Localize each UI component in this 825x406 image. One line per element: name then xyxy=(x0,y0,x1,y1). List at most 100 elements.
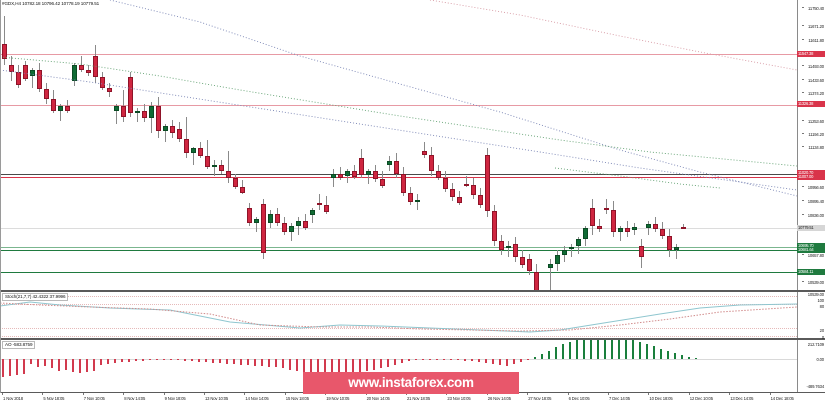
ao-histogram-bar xyxy=(359,359,361,372)
candlestick xyxy=(576,0,581,290)
candlestick xyxy=(240,0,245,290)
stochastic-panel[interactable]: 10539.00 100 80 20 0 Stoch(21,7,7) 42.4322 3… xyxy=(0,291,825,340)
time-tick-mark xyxy=(365,393,367,395)
ao-histogram-bar xyxy=(9,359,11,376)
stoch-level-line xyxy=(0,304,797,306)
price-level-tag[interactable]: 11020.70 xyxy=(797,169,825,176)
ao-histogram-bar xyxy=(205,359,207,363)
candlestick xyxy=(646,0,651,290)
candle-body xyxy=(499,241,504,251)
candlestick xyxy=(233,0,238,290)
candle-body xyxy=(191,147,196,154)
time-tick-label: 14 Nov 14:05 xyxy=(245,396,269,401)
candlestick xyxy=(387,0,392,290)
candle-body xyxy=(429,154,434,172)
candle-wick xyxy=(312,207,313,224)
ao-plot-area[interactable] xyxy=(0,340,797,392)
price-plot-area[interactable] xyxy=(0,0,797,290)
price-axis[interactable]: 11750.40 11671.20 11611.80 11493.00 11433.60… xyxy=(797,0,825,290)
candle-body xyxy=(506,245,511,249)
candlestick xyxy=(408,0,413,290)
ao-histogram-bar xyxy=(436,359,438,360)
price-level-tag[interactable]: 11547.38 xyxy=(797,50,825,57)
candlestick xyxy=(611,0,616,290)
candle-body xyxy=(513,243,518,258)
ao-histogram-bar xyxy=(16,359,18,375)
candlestick xyxy=(205,0,210,290)
candle-body xyxy=(352,171,357,178)
candle-body xyxy=(380,179,385,187)
ao-histogram-bar xyxy=(23,359,25,374)
tick-dash xyxy=(801,213,804,215)
candle-body xyxy=(86,69,91,74)
candlestick xyxy=(247,0,252,290)
ao-histogram-bar xyxy=(240,359,242,365)
stochastic-plot-area[interactable] xyxy=(0,292,797,338)
price-level-tag[interactable]: 10681.64 xyxy=(797,246,825,253)
price-level-tag[interactable]: 10584.11 xyxy=(797,268,825,275)
candle-body xyxy=(72,65,77,82)
candlestick xyxy=(478,0,483,290)
candlestick xyxy=(86,0,91,290)
candle-body xyxy=(646,224,651,228)
candlestick xyxy=(254,0,259,290)
candle-body xyxy=(44,89,49,100)
ao-histogram-bar xyxy=(107,359,109,365)
candle-body xyxy=(2,43,7,59)
candle-body xyxy=(436,171,441,179)
price-tick: 11611.80 xyxy=(802,38,824,43)
ao-histogram-bar xyxy=(184,359,186,361)
ao-histogram-bar xyxy=(443,359,445,360)
candlestick xyxy=(219,0,224,290)
candlestick xyxy=(548,0,553,290)
time-tick-mark xyxy=(648,393,650,395)
candle-body xyxy=(625,227,630,233)
candle-body xyxy=(366,171,371,175)
time-tick-mark xyxy=(244,393,246,395)
ao-histogram-bar xyxy=(233,359,235,365)
ao-histogram-bar xyxy=(86,359,88,372)
candle-body xyxy=(464,183,469,186)
candlestick xyxy=(51,0,56,290)
ao-histogram-bar xyxy=(653,346,655,359)
ao-histogram-bar xyxy=(345,359,347,374)
tick-dash xyxy=(801,280,804,282)
candlestick xyxy=(443,0,448,290)
candle-body xyxy=(184,138,189,154)
ao-histogram-bar xyxy=(499,359,501,366)
price-level-tag[interactable]: 10779.51 xyxy=(797,224,825,231)
stochastic-curves xyxy=(0,301,797,333)
time-axis[interactable]: 1 Nov 2018 5 Nov 18:05 7 Nov 10:05 8 Nov 14… xyxy=(0,393,825,406)
ao-histogram-bar xyxy=(639,342,641,359)
price-tick: 10657.80 xyxy=(801,253,824,258)
candle-body xyxy=(632,226,637,231)
price-level-tag[interactable]: 10695.70 xyxy=(797,243,825,250)
price-tick: 11253.60 xyxy=(802,119,824,124)
ao-histogram-bar xyxy=(548,350,550,359)
ao-label: AO -583.8759 xyxy=(2,341,36,349)
candlestick xyxy=(226,0,231,290)
ao-axis[interactable]: 212.7109 0.00 -489.7634 xyxy=(797,340,825,392)
candle-body xyxy=(177,128,182,139)
ao-histogram-bar xyxy=(219,359,221,364)
ao-histogram-bar xyxy=(44,359,46,367)
candle-wick xyxy=(333,169,334,188)
price-level-tag[interactable]: 11007.00 xyxy=(797,173,825,180)
candlestick xyxy=(37,0,42,290)
candle-body xyxy=(212,164,217,167)
stochastic-axis[interactable]: 10539.00 100 80 20 0 xyxy=(797,292,825,340)
candlestick xyxy=(653,0,658,290)
candlestick xyxy=(30,0,35,290)
main-price-panel[interactable]: 11750.40 11671.20 11611.80 11493.00 11433.60… xyxy=(0,0,825,291)
ao-histogram-bar xyxy=(170,359,172,360)
candlestick xyxy=(520,0,525,290)
stoch-level-line xyxy=(0,328,797,330)
ao-histogram-bar xyxy=(135,359,137,362)
ao-histogram-bar xyxy=(688,356,690,359)
ao-histogram-bar xyxy=(646,344,648,359)
price-tick: 11433.60 xyxy=(802,78,824,83)
ao-histogram-bar xyxy=(534,356,536,359)
price-level-tag[interactable]: 11326.38 xyxy=(797,100,825,107)
candlestick xyxy=(23,0,28,290)
candle-body xyxy=(611,209,616,233)
